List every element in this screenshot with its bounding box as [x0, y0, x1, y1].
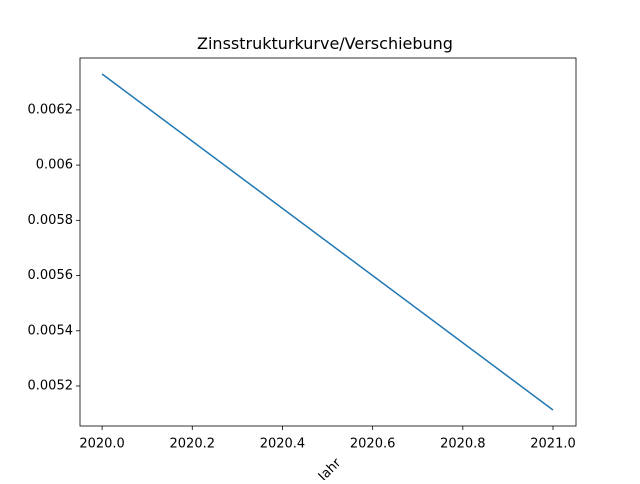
y-tick-label: 0.0054 — [28, 323, 74, 338]
x-tick-label: 2020.4 — [260, 437, 306, 452]
y-tick-label: 0.0058 — [28, 213, 74, 228]
x-tick-label: 2020.8 — [440, 437, 486, 452]
y-tick-label: 0.0056 — [28, 268, 74, 283]
chart-title: Zinsstrukturkurve/Verschiebung — [197, 34, 453, 53]
y-tick-label: 0.006 — [36, 158, 73, 173]
line-series — [101, 73, 554, 411]
y-tick-label: 0.0052 — [28, 378, 74, 393]
x-tick-label: 2020.6 — [350, 437, 396, 452]
y-tick-label: 0.0062 — [28, 102, 74, 117]
plot-frame — [79, 57, 577, 427]
x-tick-label: 2020.2 — [170, 437, 216, 452]
x-tick-label: 2020.0 — [79, 437, 125, 452]
x-axis-label: Jahr — [315, 455, 345, 480]
x-tick-label: 2021.0 — [530, 437, 576, 452]
